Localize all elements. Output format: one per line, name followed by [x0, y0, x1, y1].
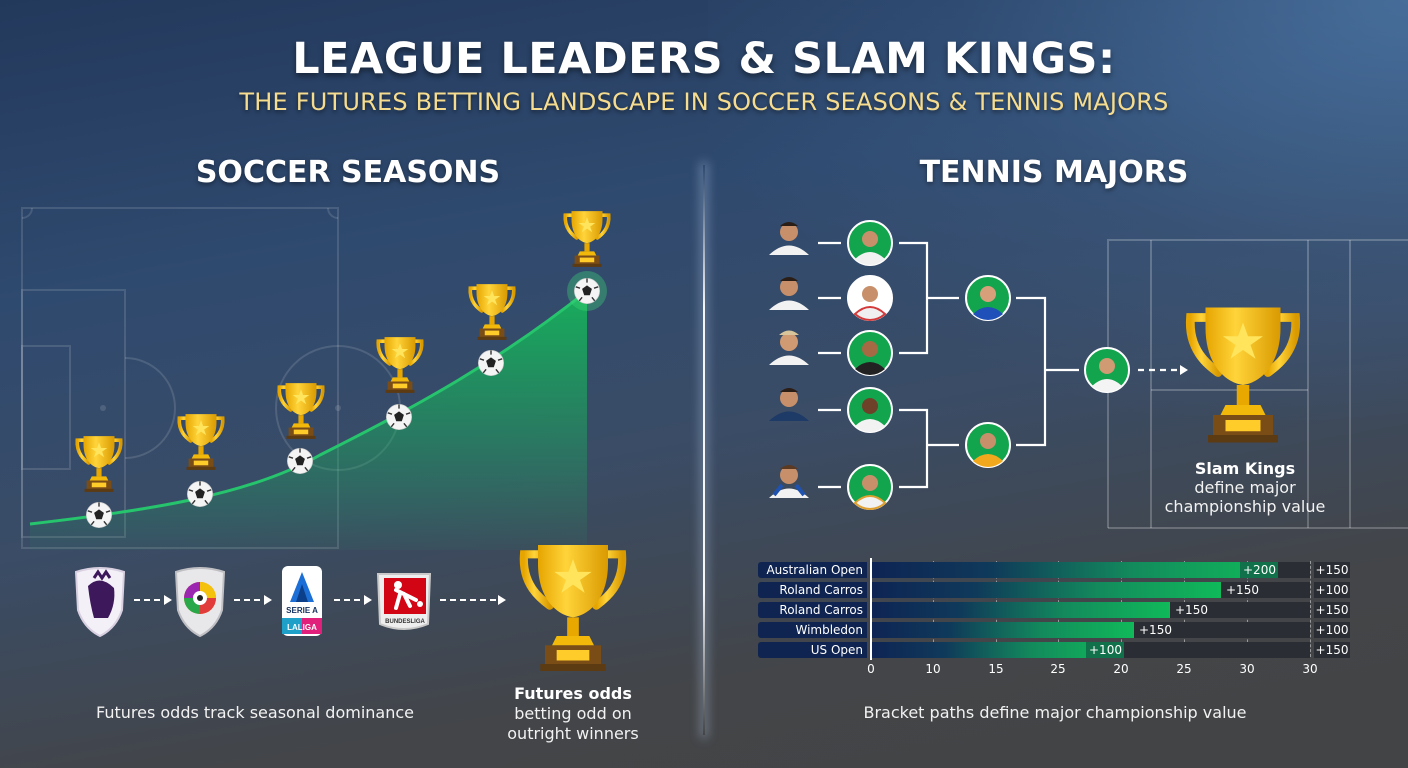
- bundesliga-crest-icon: BUNDESLIGA: [376, 573, 432, 630]
- bar-value: +150: [1175, 603, 1208, 617]
- x-tick: 20: [1113, 662, 1129, 676]
- page-subtitle: THE FUTURES BETTING LANDSCAPE IN SOCCER …: [239, 88, 1169, 116]
- x-tick: 30: [1302, 662, 1318, 676]
- page-title: LEAGUE LEADERS & SLAM KINGS:: [292, 34, 1116, 84]
- x-tick: 30: [1239, 662, 1255, 676]
- round1-players: [769, 222, 809, 498]
- bar-value: +200: [1240, 562, 1278, 578]
- soccer-caption: Futures odds track seasonal dominance: [96, 703, 414, 722]
- section-divider: [703, 165, 705, 735]
- right-odds: +100: [1314, 622, 1350, 638]
- row-label: Australian Open: [758, 562, 867, 578]
- svg-text:LALIGA: LALIGA: [287, 623, 317, 632]
- player-avatar-icon: [847, 275, 893, 322]
- right-odds: +150: [1314, 602, 1350, 618]
- x-tick: 10: [925, 662, 941, 676]
- player-avatar-icon: [769, 222, 809, 255]
- final-player-avatar-icon: [1084, 347, 1130, 393]
- row-label: Roland Carros: [758, 602, 867, 618]
- soccer-heading: SOCCER SEASONS: [195, 155, 501, 190]
- player-avatar-icon: [847, 464, 893, 511]
- futures-trophy-caption: Futures odds betting odd on outright win…: [470, 684, 676, 744]
- player-avatar-icon: [769, 330, 809, 365]
- trophy-caption-line: betting odd on: [514, 704, 632, 723]
- player-avatar-icon: [965, 275, 1011, 321]
- semifinal-players: [965, 275, 1011, 468]
- soccer-progression-graphic: [21, 207, 611, 550]
- trophy-caption-title: Futures odds: [514, 684, 632, 703]
- serie-a-crest-icon: SERIE A LALIGA: [282, 566, 322, 636]
- bar-value: +100: [1086, 642, 1124, 658]
- bracket-lines: [818, 241, 1180, 489]
- progression-area: [30, 291, 587, 550]
- row-label: Roland Carros: [758, 582, 867, 598]
- player-avatar-icon: [769, 388, 809, 421]
- laliga-crest-icon: [174, 567, 226, 638]
- svg-text:SERIE A: SERIE A: [286, 606, 318, 615]
- gridline: [1310, 561, 1311, 657]
- bar-value: +150: [1226, 583, 1259, 597]
- x-tick: 25: [1050, 662, 1066, 676]
- tennis-court-lines: [1107, 239, 1408, 529]
- row-label: Wimbledon: [758, 622, 867, 638]
- round2-players: [847, 220, 893, 511]
- slam-trophy-caption: Slam Kings define major championship val…: [1150, 459, 1340, 516]
- player-avatar-icon: [965, 422, 1011, 468]
- player-avatar-icon: [769, 465, 809, 498]
- player-avatar-icon: [847, 220, 893, 266]
- player-avatar-icon: [847, 387, 893, 433]
- player-avatar-icon: [769, 277, 809, 310]
- league-crests-row: SERIE A LALIGA BUNDESLIGA: [74, 566, 506, 638]
- svg-text:BUNDESLIGA: BUNDESLIGA: [385, 619, 425, 625]
- tennis-caption: Bracket paths define major championship …: [863, 703, 1247, 722]
- right-odds: +150: [1314, 562, 1350, 578]
- trophy-caption-line: outright winners: [507, 724, 639, 743]
- tennis-heading: TENNIS MAJORS: [919, 155, 1189, 190]
- progression-curve: [29, 289, 588, 526]
- futures-trophy-icon: [513, 538, 633, 680]
- row-label: US Open: [758, 642, 867, 658]
- premier-league-crest-icon: [74, 567, 126, 638]
- bar-value: +150: [1139, 623, 1172, 637]
- right-odds: +150: [1314, 642, 1350, 658]
- tennis-bracket: [769, 220, 1188, 511]
- right-odds: +100: [1314, 582, 1350, 598]
- slam-caption-line: define major: [1194, 478, 1296, 497]
- x-tick: 0: [867, 662, 875, 676]
- player-avatar-icon: [847, 330, 893, 376]
- x-tick: 15: [988, 662, 1004, 676]
- x-tick: 25: [1176, 662, 1192, 676]
- chart-axis: [870, 558, 872, 660]
- slam-trophy-icon: [1178, 300, 1308, 450]
- slam-caption-line: championship value: [1164, 497, 1326, 516]
- slam-caption-title: Slam Kings: [1194, 459, 1296, 478]
